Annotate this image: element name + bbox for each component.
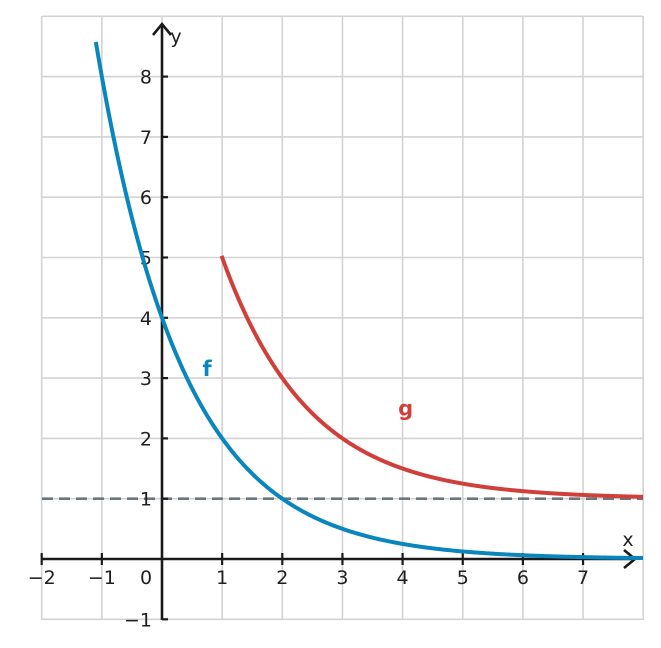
y-tick-label: 7: [140, 127, 152, 149]
x-tick-label: 6: [517, 567, 529, 589]
x-tick-label: −1: [88, 567, 116, 589]
x-tick-label: 4: [397, 567, 409, 589]
series-line-g: [219, 255, 643, 499]
x-tick-label: 2: [276, 567, 288, 589]
x-tick-label: 0: [140, 567, 152, 589]
x-tick-label: 7: [577, 567, 589, 589]
y-axis-arrow-icon: [151, 21, 173, 36]
y-tick-label: 1: [140, 489, 152, 511]
x-tick-label: 3: [336, 567, 348, 589]
x-tick-label: −2: [28, 567, 56, 589]
y-tick-label: 3: [140, 368, 152, 390]
x-axis-title: x: [622, 529, 633, 551]
curve-label-g: g: [398, 396, 413, 420]
y-tick-label: −1: [124, 609, 152, 631]
curve-label-f: f: [203, 357, 213, 381]
y-tick-label: 2: [140, 428, 152, 450]
y-axis-title: y: [170, 26, 181, 48]
labels: fg: [203, 357, 414, 420]
series-line-f: [93, 41, 643, 561]
y-tick-label: 6: [140, 187, 152, 209]
series: [93, 41, 643, 561]
y-tick-label: 8: [140, 67, 152, 89]
x-tick-label: 5: [457, 567, 469, 589]
y-tick-label: 4: [140, 308, 152, 330]
x-tick-label: 1: [216, 567, 228, 589]
